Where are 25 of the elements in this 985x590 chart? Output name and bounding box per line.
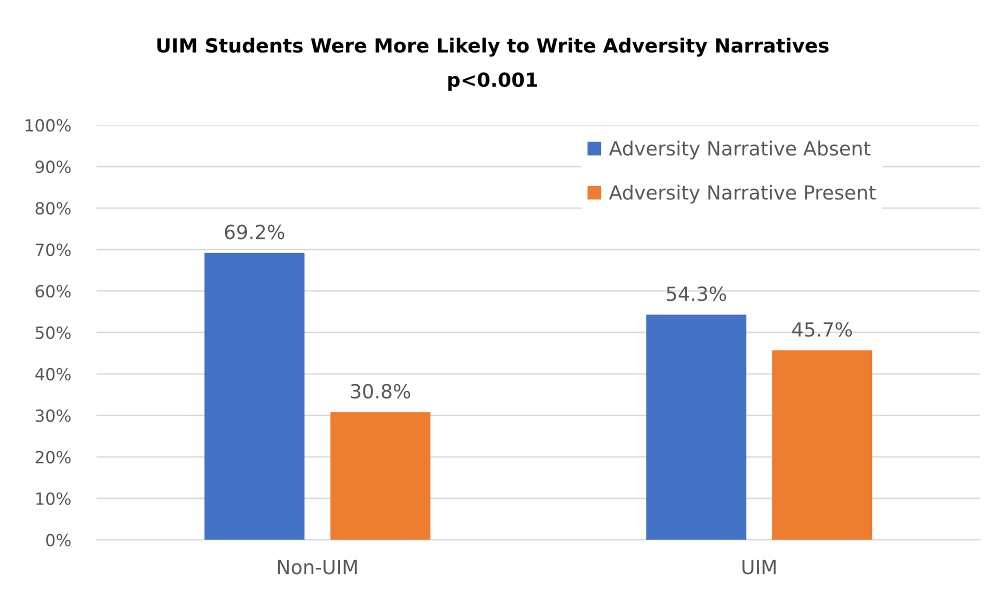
y-tick-label: 100% xyxy=(26,119,71,132)
x-tick-label: Non-UIM xyxy=(278,560,357,574)
y-tick-label: 50% xyxy=(36,326,71,340)
y-tick-label: 30% xyxy=(36,409,71,422)
chart-title: UIM Students Were More Likely to Write Adversity Narratives xyxy=(157,38,829,57)
data-label: 30.8% xyxy=(350,384,410,399)
legend-label: Adversity Narrative Absent xyxy=(609,140,870,160)
chart-subtitle: p<0.001 xyxy=(448,72,538,91)
legend-label: Adversity Narrative Present xyxy=(609,184,876,204)
y-tick-label: 80% xyxy=(36,202,71,215)
x-tick-label: UIM xyxy=(742,560,776,574)
data-label: 69.2% xyxy=(224,224,284,240)
data-label: 54.3% xyxy=(666,286,726,302)
y-tick-label: 40% xyxy=(35,368,71,381)
y-tick-label: 60% xyxy=(36,284,71,298)
y-tick-label: 0% xyxy=(46,534,71,546)
y-tick-label: 70% xyxy=(36,243,71,256)
bar xyxy=(330,412,430,540)
y-tick-label: 90% xyxy=(36,160,71,174)
y-tick-label: 10% xyxy=(36,492,71,505)
bar xyxy=(772,350,872,540)
data-label: 45.7% xyxy=(792,322,852,337)
bar xyxy=(204,252,304,540)
bar xyxy=(646,314,746,540)
y-tick-label: 20% xyxy=(36,450,71,464)
